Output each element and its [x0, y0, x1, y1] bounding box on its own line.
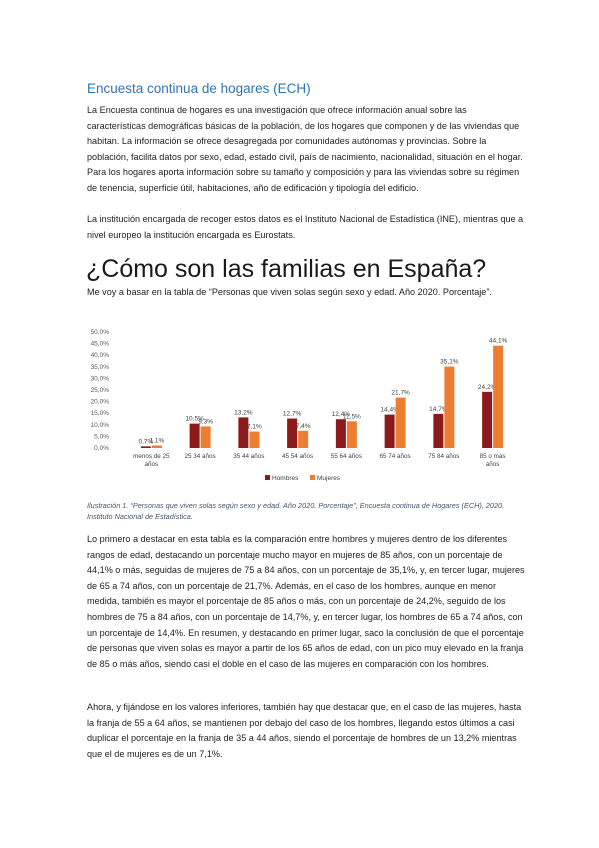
data-label: 12,4%: [332, 411, 351, 418]
data-label: 44,1%: [489, 338, 508, 345]
y-tick-label: 40,0%: [91, 352, 110, 359]
y-tick-label: 0,0%: [94, 445, 109, 452]
y-tick-label: 25,0%: [91, 387, 110, 394]
y-tick-label: 15,0%: [91, 410, 110, 417]
data-label: 7,4%: [296, 423, 311, 430]
bar-mujeres: [493, 345, 504, 448]
x-tick-label: 35 44 años: [233, 453, 264, 460]
y-tick-label: 20,0%: [91, 399, 110, 406]
y-tick-label: 5,0%: [94, 433, 109, 440]
data-label: 10,5%: [185, 416, 204, 423]
data-label: 14,7%: [429, 406, 448, 413]
y-tick-label: 10,0%: [91, 422, 110, 429]
data-label: 24,2%: [478, 384, 497, 391]
data-label: 14,4%: [380, 407, 399, 414]
y-tick-label: 30,0%: [91, 375, 110, 382]
data-label: 35,1%: [440, 359, 459, 366]
bar-hombres: [335, 419, 346, 448]
x-tick-label: 25 34 años: [185, 453, 216, 460]
chart-intro-paragraph: Me voy a basar en la tabla de “Personas …: [87, 287, 492, 297]
bar-chart: 0,0% 5,0% 10,0% 15,0% 20,0% 25,0% 30,0% 35,0% 40…: [91, 329, 508, 482]
x-tick-label: años: [145, 461, 159, 468]
y-tick-label: 35,0%: [91, 364, 110, 371]
legend-swatch-hombres: [265, 475, 270, 480]
section-heading: Encuesta continua de hogares (ECH): [87, 81, 311, 96]
bar-hombres: [482, 391, 493, 448]
chart-legend: Hombres Mujeres: [265, 475, 341, 482]
y-tick-label: 50,0%: [91, 329, 110, 336]
bar-mujeres: [151, 445, 162, 448]
chart-bars: 0,7%1,1% 10,5%9,3% 13,2% 7,1% 12,7% 7,4% 12,4%…: [138, 338, 508, 448]
bar-hombres: [238, 417, 249, 448]
data-label: 13,2%: [234, 409, 253, 416]
main-heading: ¿Cómo son las familias en España?: [86, 255, 487, 283]
bar-hombres: [287, 418, 298, 448]
bar-hombres: [189, 423, 200, 448]
bar-mujeres: [346, 421, 357, 448]
data-label: 21,7%: [391, 390, 410, 397]
data-label: 0,7%: [138, 438, 153, 445]
y-tick-label: 45,0%: [91, 341, 110, 348]
analysis-paragraph-2: Ahora, y fijándose en los valores inferi…: [87, 702, 522, 759]
figure-caption: Ilustración 1. “Personas que viven solas…: [87, 501, 505, 521]
x-tick-label: 75 84 años: [428, 453, 459, 460]
bar-hombres: [384, 414, 395, 448]
intro-paragraph: La Encuesta continua de hogares es una i…: [87, 105, 523, 193]
institution-paragraph: La institución encargada de recoger esto…: [87, 214, 524, 240]
legend-swatch-mujeres: [310, 475, 315, 480]
y-axis: 0,0% 5,0% 10,0% 15,0% 20,0% 25,0% 30,0% 35,0% 40…: [91, 329, 110, 452]
legend-label-mujeres: Mujeres: [317, 475, 341, 482]
data-label: 1,1%: [149, 437, 164, 444]
bar-mujeres: [249, 431, 260, 448]
bar-hombres: [433, 413, 444, 448]
bar-hombres: [140, 446, 151, 448]
x-tick-label: menos de 25: [133, 453, 170, 460]
data-label: 12,7%: [283, 411, 302, 418]
x-tick-label: años: [486, 461, 500, 468]
data-label: 9,3%: [198, 418, 213, 425]
analysis-paragraph-1: Lo primero a destacar en esta tabla es l…: [87, 534, 525, 669]
bar-mujeres: [298, 430, 309, 448]
bar-mujeres: [200, 426, 211, 448]
legend-label-hombres: Hombres: [272, 475, 299, 482]
x-tick-label: 85 o más: [480, 453, 506, 460]
bar-mujeres: [395, 397, 406, 448]
x-tick-label: 45 54 años: [282, 453, 313, 460]
x-tick-label: 55 64 años: [331, 453, 362, 460]
x-tick-label: 65 74 años: [380, 453, 411, 460]
data-label: 11,5%: [343, 413, 361, 420]
bar-mujeres: [444, 366, 455, 448]
data-label: 7,1%: [247, 424, 262, 431]
